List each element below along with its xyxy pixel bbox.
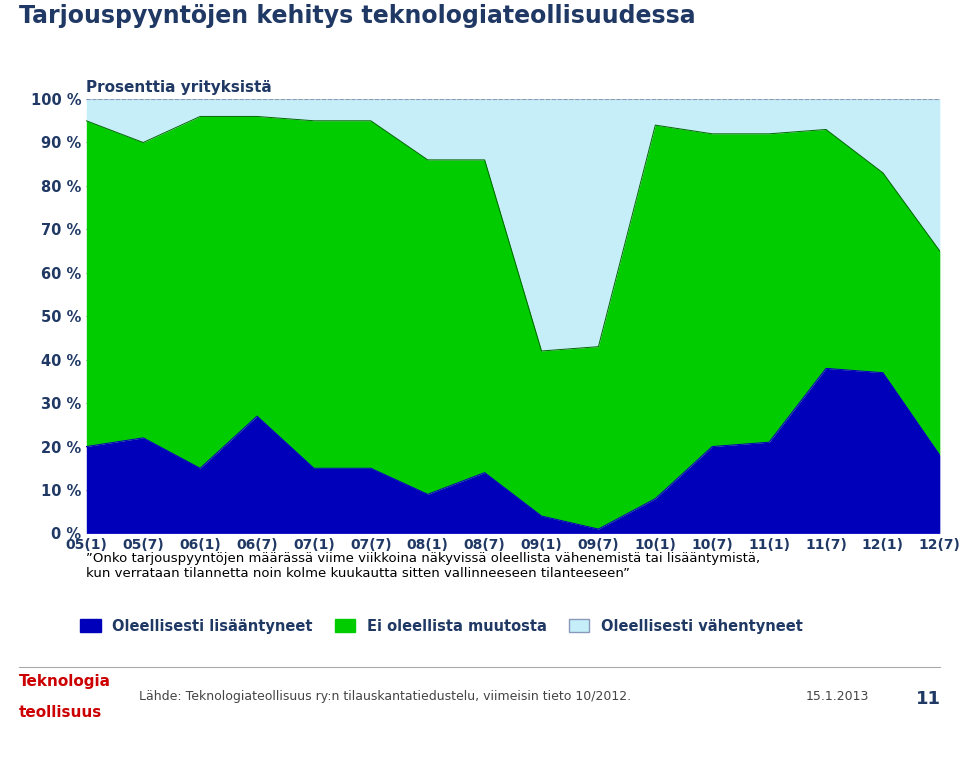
Text: teollisuus: teollisuus: [19, 705, 103, 720]
Text: Prosenttia yrityksistä: Prosenttia yrityksistä: [86, 80, 272, 95]
Text: 15.1.2013: 15.1.2013: [806, 690, 869, 703]
Text: ”Onko tarjouspyyntöjen määrässä viime viikkoina näkyvissä oleellista vähenemistä: ”Onko tarjouspyyntöjen määrässä viime vi…: [86, 552, 760, 581]
Legend: Oleellisesti lisääntyneet, Ei oleellista muutosta, Oleellisesti vähentyneet: Oleellisesti lisääntyneet, Ei oleellista…: [75, 613, 808, 640]
Text: Tarjouspyyntöjen kehitys teknologiateollisuudessa: Tarjouspyyntöjen kehitys teknologiateoll…: [19, 4, 696, 27]
Text: Teknologia: Teknologia: [19, 674, 111, 690]
Text: Lähde: Teknologiateollisuus ry:n tilauskantatiedustelu, viimeisin tieto 10/2012.: Lähde: Teknologiateollisuus ry:n tilausk…: [139, 690, 631, 703]
Text: 11: 11: [916, 690, 941, 708]
